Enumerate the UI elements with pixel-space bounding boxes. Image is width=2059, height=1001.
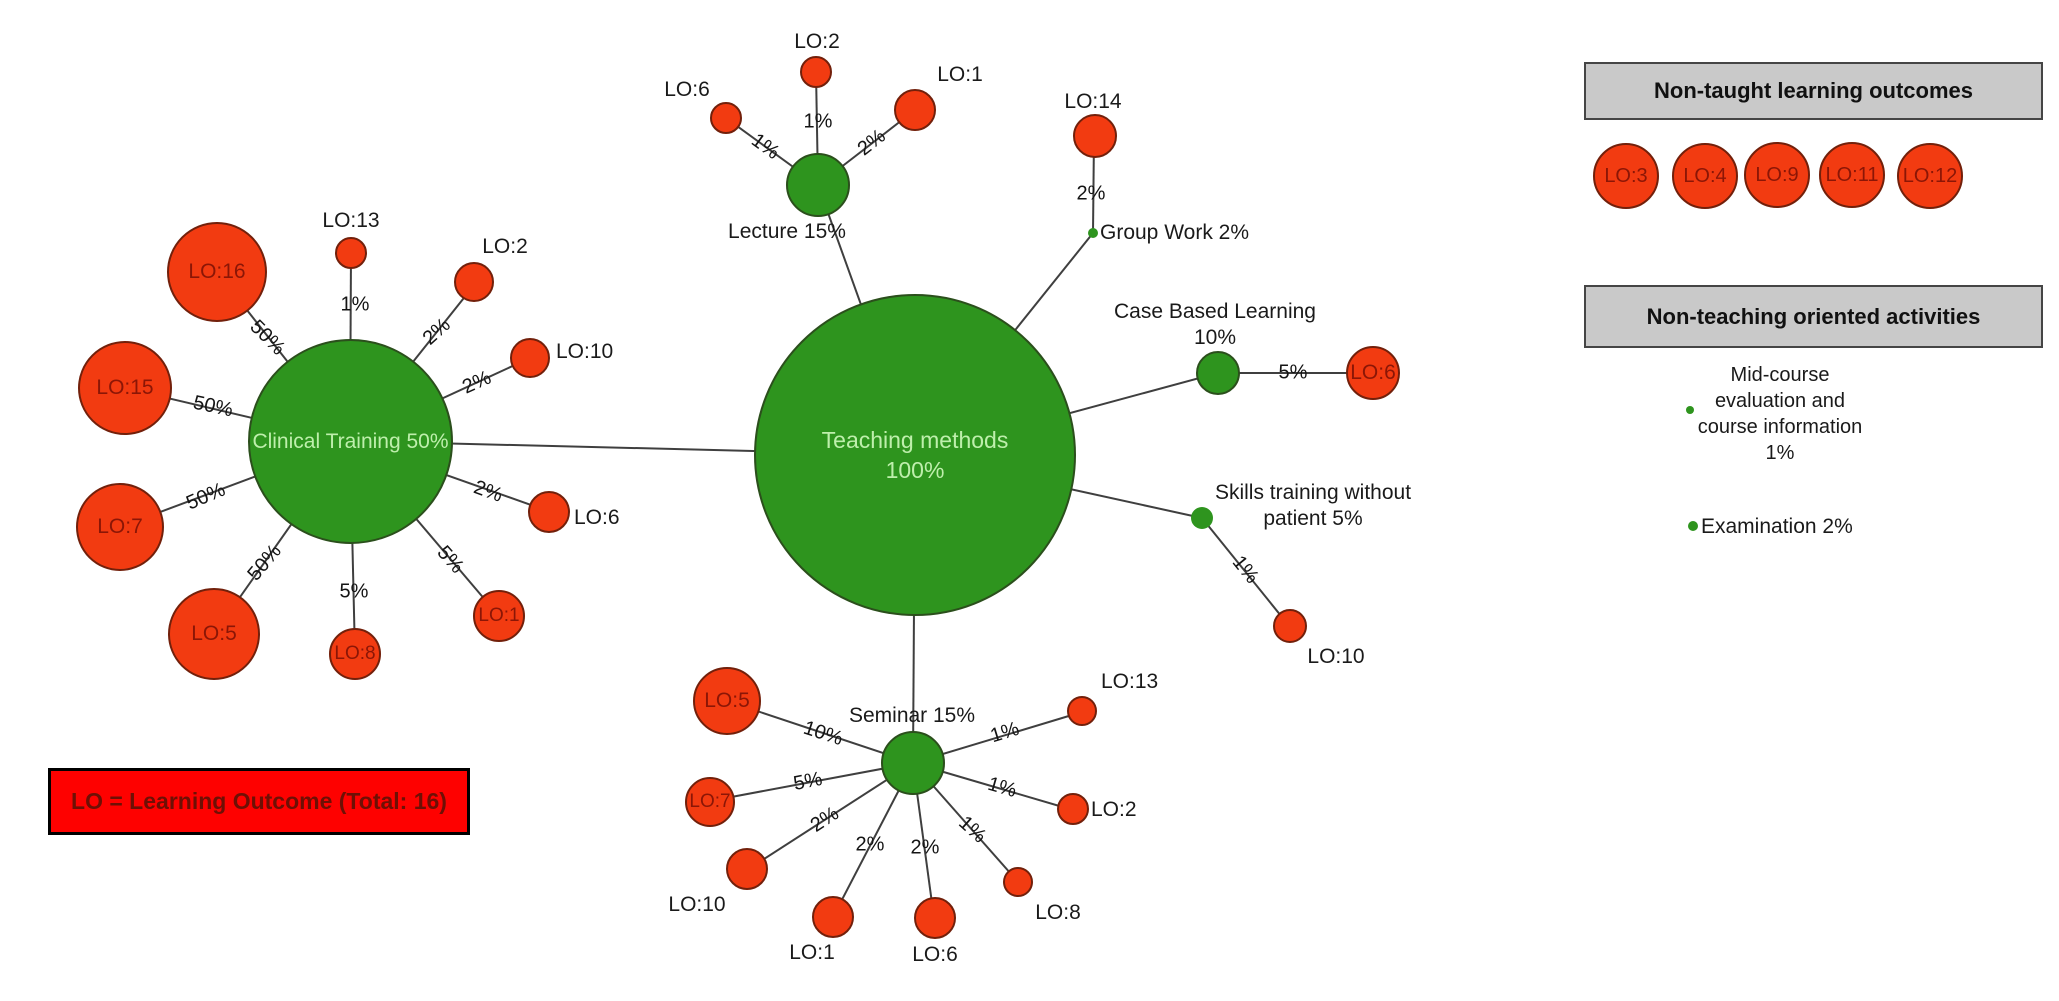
clinical-lo6-label: LO:6 (574, 506, 620, 529)
casebased-lo6-label: LO:6 (1350, 361, 1396, 385)
lecture-lo1-label: LO:1 (937, 63, 983, 86)
lo16-label: LO:16 (188, 260, 246, 284)
skills-lo10-label: LO:10 (1307, 645, 1365, 668)
lecture-lo2-label: LO:2 (794, 30, 840, 53)
node-skills-training (1191, 507, 1213, 529)
node-lecture (786, 153, 850, 217)
lecture-label: Lecture 15% (728, 220, 846, 243)
node-casebased-lo6: LO:6 (1346, 346, 1400, 400)
node-nontaught-lo11: LO:11 (1819, 142, 1885, 208)
seminar-lo10-label: LO:10 (668, 893, 726, 916)
lo11-label: LO:11 (1825, 164, 1879, 186)
edge-pct-groupwork-lo14: 2% (1076, 182, 1106, 205)
node-seminar-lo6 (914, 897, 956, 939)
lo12-label: LO:12 (1902, 165, 1958, 187)
node-seminar-lo13 (1067, 696, 1097, 726)
mid-course-label: Mid-course evaluation and course informa… (1697, 364, 1863, 464)
edge-pct-seminar-lo6: 2% (910, 836, 940, 859)
edge-seminar-lo7 (709, 762, 914, 802)
node-teaching-methods: Teaching methods 100% (754, 294, 1076, 616)
edge-pct-lecture-lo2: 1% (803, 110, 833, 133)
non-taught-header-text: Non-taught learning outcomes (1654, 78, 1973, 103)
edge-seminar-lo10 (746, 762, 914, 871)
clinical-lo10-label: LO:10 (556, 340, 614, 363)
node-groupwork-lo14 (1073, 114, 1117, 158)
non-taught-header: Non-taught learning outcomes (1584, 62, 2043, 120)
node-seminar-lo1 (812, 896, 854, 938)
node-mid-course-dot (1686, 406, 1694, 414)
edge-pct-clinical-lo8: 5% (339, 580, 369, 603)
node-nontaught-lo3: LO:3 (1593, 143, 1659, 209)
node-seminar-lo8 (1003, 867, 1033, 897)
skills-training-label: Skills training without patient 5% (1214, 481, 1412, 530)
edge-pct-casebased-lo6: 5% (1278, 361, 1308, 384)
node-skills-lo10 (1273, 609, 1307, 643)
seminar-lo1-label: LO:1 (789, 941, 835, 964)
node-clinical-lo7: LO:7 (76, 483, 164, 571)
clinical-lo2-label: LO:2 (482, 235, 528, 258)
node-nontaught-lo9: LO:9 (1744, 142, 1810, 208)
node-clinical-lo15: LO:15 (78, 341, 172, 435)
edge-skills-lo10 (1201, 517, 1291, 628)
seminar-lo8-label: LO:8 (1035, 901, 1081, 924)
node-nontaught-lo4: LO:4 (1672, 143, 1738, 209)
node-seminar-lo2 (1057, 793, 1089, 825)
teaching-methods-label: Teaching methods 100% (821, 427, 1009, 483)
lo7-label: LO:7 (97, 515, 143, 539)
node-clinical-lo13 (335, 237, 367, 269)
clinical-lo13-label: LO:13 (322, 209, 380, 232)
seminar-lo5-label: LO:5 (704, 689, 750, 713)
node-lecture-lo6 (710, 102, 742, 134)
node-seminar-lo7: LO:7 (685, 777, 735, 827)
lecture-lo6-label: LO:6 (664, 78, 710, 101)
case-based-label: Case Based Learning 10% (1114, 300, 1316, 349)
groupwork-lo14-label: LO:14 (1064, 90, 1122, 113)
node-lecture-lo2 (800, 56, 832, 88)
lo4-label: LO:4 (1683, 165, 1727, 187)
clinical-training-label: Clinical Training 50% (252, 429, 449, 453)
node-clinical-lo5: LO:5 (168, 588, 260, 680)
edge-pct-seminar-lo1: 2% (855, 833, 885, 856)
node-case-based-learning (1196, 351, 1240, 395)
node-clinical-lo2 (454, 262, 494, 302)
node-clinical-lo10 (510, 338, 550, 378)
lo15-label: LO:15 (96, 376, 154, 400)
node-nontaught-lo12: LO:12 (1897, 143, 1963, 209)
node-seminar-lo10 (726, 848, 768, 890)
edge-pct-clinical-lo13: 1% (340, 293, 370, 316)
node-group-work (1088, 228, 1098, 238)
lo8-label: LO:8 (334, 642, 376, 664)
legend-box: LO = Learning Outcome (Total: 16) (48, 768, 470, 835)
lo9-label: LO:9 (1755, 164, 1799, 186)
node-clinical-lo16: LO:16 (167, 222, 267, 322)
node-examination-dot (1688, 521, 1698, 531)
seminar-lo13-label: LO:13 (1101, 670, 1159, 693)
lo1-label: LO:1 (478, 604, 520, 626)
group-work-label: Group Work 2% (1100, 221, 1249, 244)
node-clinical-lo1: LO:1 (473, 590, 525, 642)
seminar-label: Seminar 15% (848, 704, 976, 727)
seminar-lo6-label: LO:6 (912, 943, 958, 966)
node-clinical-lo6 (528, 491, 570, 533)
examination-label: Examination 2% (1701, 515, 1853, 538)
node-clinical-lo8: LO:8 (329, 628, 381, 680)
seminar-lo2-label: LO:2 (1091, 798, 1137, 821)
node-clinical-training: Clinical Training 50% (248, 339, 453, 544)
node-seminar (881, 731, 945, 795)
lo3-label: LO:3 (1604, 165, 1648, 187)
node-seminar-lo5: LO:5 (693, 667, 761, 735)
non-teaching-header-text: Non-teaching oriented activities (1646, 303, 1981, 329)
node-lecture-lo1 (894, 89, 936, 131)
lo5-label: LO:5 (191, 622, 237, 646)
legend-text: LO = Learning Outcome (Total: 16) (71, 788, 447, 814)
seminar-lo7-label: LO:7 (689, 790, 731, 812)
non-teaching-header: Non-teaching oriented activities (1584, 285, 2043, 348)
